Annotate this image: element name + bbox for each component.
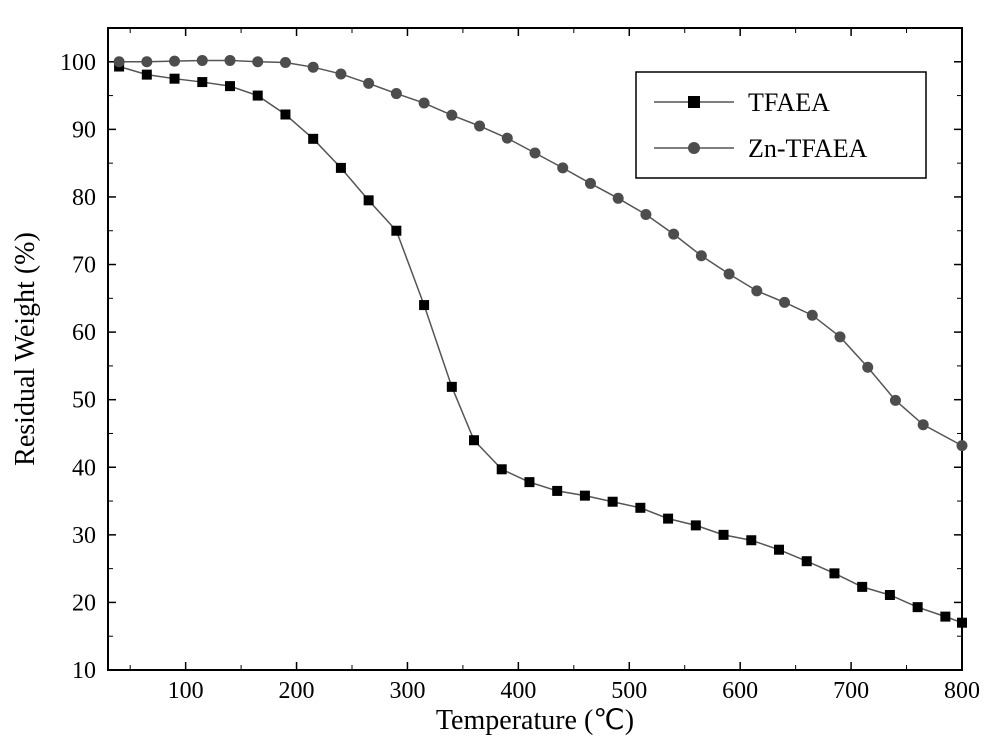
svg-text:600: 600 bbox=[722, 678, 758, 704]
svg-text:70: 70 bbox=[72, 253, 96, 279]
svg-text:400: 400 bbox=[500, 678, 536, 704]
svg-text:30: 30 bbox=[72, 523, 96, 549]
x-axis-label: Temperature (℃) bbox=[436, 705, 634, 736]
svg-text:800: 800 bbox=[944, 678, 980, 704]
svg-text:100: 100 bbox=[60, 50, 96, 76]
svg-text:60: 60 bbox=[72, 320, 96, 346]
y-axis-label: Residual Weight (%) bbox=[10, 232, 41, 466]
tga-chart: 100 200 300 400 500 600 700 800 10 20 30 40 50 60 70 80… bbox=[0, 0, 1000, 743]
legend: TFAEA Zn-TFAEA bbox=[636, 72, 926, 178]
svg-text:100: 100 bbox=[168, 678, 204, 704]
legend-label: Zn-TFAEA bbox=[748, 134, 868, 163]
svg-text:700: 700 bbox=[833, 678, 869, 704]
svg-text:10: 10 bbox=[72, 658, 96, 684]
svg-text:500: 500 bbox=[611, 678, 647, 704]
svg-text:90: 90 bbox=[72, 117, 96, 143]
legend-label: TFAEA bbox=[748, 88, 830, 117]
svg-text:80: 80 bbox=[72, 185, 96, 211]
svg-text:20: 20 bbox=[72, 590, 96, 616]
svg-text:50: 50 bbox=[72, 388, 96, 414]
svg-text:200: 200 bbox=[279, 678, 315, 704]
svg-text:40: 40 bbox=[72, 455, 96, 481]
svg-text:300: 300 bbox=[389, 678, 425, 704]
